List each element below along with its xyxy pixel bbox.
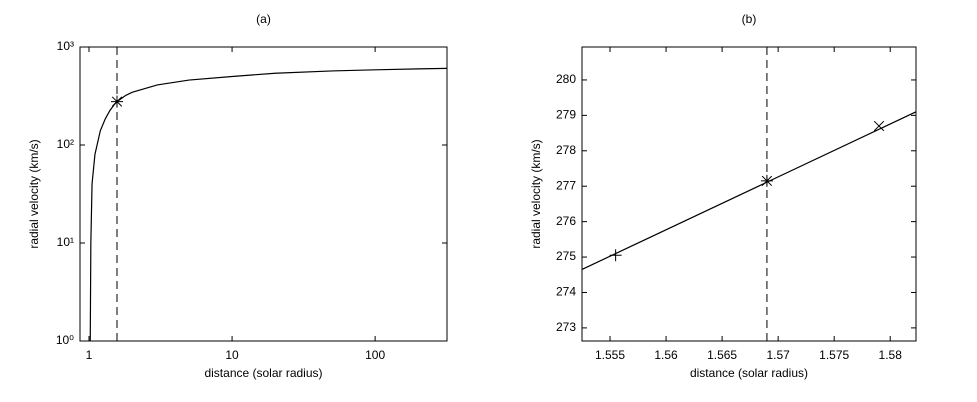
x-tick-label: 1.58 xyxy=(879,348,903,362)
x-tick-label: 1.565 xyxy=(707,348,737,362)
y-tick-label: 277 xyxy=(556,178,576,192)
x-tick-label: 1.56 xyxy=(654,348,678,362)
y-tick-label: 10² xyxy=(57,137,74,151)
data-marker xyxy=(873,120,885,132)
y-axis-label: radial velocity (km/s) xyxy=(27,139,41,248)
x-tick-label: 1.57 xyxy=(766,348,790,362)
x-tick-label: 1 xyxy=(86,348,93,362)
y-tick-label: 278 xyxy=(556,143,576,157)
data-marker xyxy=(110,95,123,108)
x-tick-label: 10 xyxy=(225,348,239,362)
y-axis-label: radial velocity (km/s) xyxy=(529,139,543,248)
data-line xyxy=(582,111,916,270)
y-tick-label: 274 xyxy=(556,285,576,299)
chart-title: (a) xyxy=(256,12,271,26)
data-marker xyxy=(609,249,622,262)
y-tick-label: 273 xyxy=(556,320,576,334)
y-tick-label: 279 xyxy=(556,108,576,122)
data-marker xyxy=(760,174,773,187)
x-axis-label: distance (solar radius) xyxy=(690,366,808,380)
y-tick-label: 275 xyxy=(556,249,576,263)
plot-frame xyxy=(79,46,448,342)
y-tick-label: 10⁰ xyxy=(56,333,74,347)
x-tick-label: 1.575 xyxy=(819,348,849,362)
y-tick-label: 10¹ xyxy=(57,235,74,249)
y-tick-label: 10³ xyxy=(57,39,74,53)
x-axis-label: distance (solar radius) xyxy=(204,366,322,380)
y-tick-label: 276 xyxy=(556,214,576,228)
x-tick-label: 100 xyxy=(365,348,385,362)
plot-frame xyxy=(581,46,917,342)
plot: (a) distance (solar radius) radial velocit… xyxy=(27,12,448,380)
data-line xyxy=(89,67,447,341)
plot: (b) distance (solar radius) radial velocit… xyxy=(529,12,917,380)
y-tick-label: 280 xyxy=(556,72,576,86)
chart-title: (b) xyxy=(742,12,757,26)
x-tick-label: 1.555 xyxy=(595,348,625,362)
